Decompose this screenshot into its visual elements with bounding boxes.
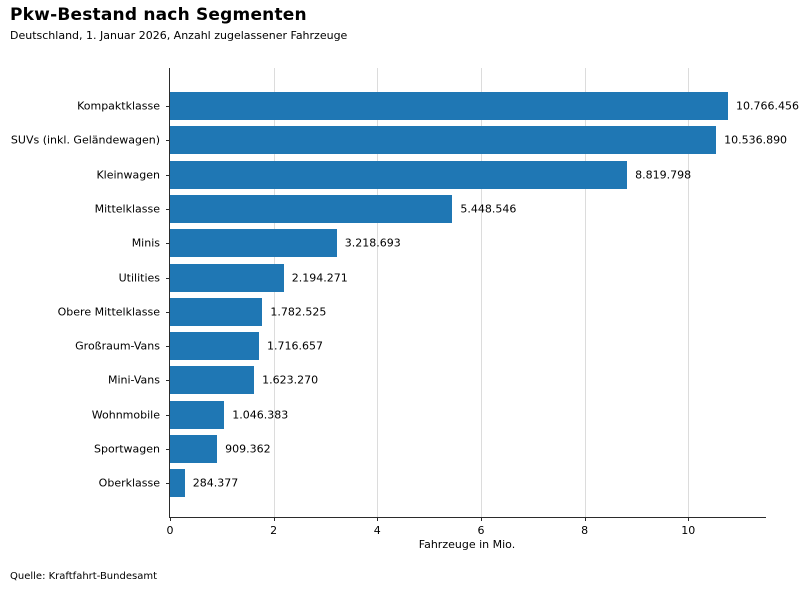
x-tick-label-0: 0 bbox=[166, 524, 174, 537]
y-tick bbox=[166, 483, 170, 485]
bar bbox=[170, 229, 337, 258]
bar bbox=[170, 126, 717, 155]
gridline-x4 bbox=[377, 68, 379, 517]
x-tick-4 bbox=[377, 517, 379, 521]
bar bbox=[170, 366, 255, 395]
bar-row: SUVs (inkl. Geländewagen) 10.536.890 bbox=[11, 126, 787, 155]
chart-title: Pkw-Bestand nach Segmenten bbox=[10, 5, 307, 25]
x-tick-label-4: 4 bbox=[373, 524, 381, 537]
category-label: Mini-Vans bbox=[107, 373, 160, 387]
bar bbox=[170, 400, 225, 429]
y-tick bbox=[166, 414, 170, 416]
value-label: 909.362 bbox=[225, 442, 271, 456]
category-label: Kleinwagen bbox=[96, 168, 160, 182]
category-label: Minis bbox=[131, 236, 160, 250]
x-tick-2 bbox=[273, 517, 275, 521]
bar-row: Sportwagen 909.362 bbox=[94, 435, 766, 463]
bar-row: Kompaktklasse 10.766.456 bbox=[77, 92, 799, 120]
y-tick bbox=[166, 277, 170, 279]
category-label: Kompaktklasse bbox=[77, 99, 160, 113]
bar-row: Oberklasse 284.377 bbox=[99, 469, 766, 498]
category-label: Großraum-Vans bbox=[75, 339, 160, 353]
y-tick bbox=[166, 380, 170, 382]
x-tick-10 bbox=[688, 517, 690, 521]
value-label: 1.623.270 bbox=[262, 373, 319, 387]
category-label: Oberklasse bbox=[98, 476, 160, 490]
y-tick bbox=[166, 311, 170, 313]
gridline-x10 bbox=[688, 68, 690, 517]
y-tick bbox=[166, 140, 170, 142]
bar bbox=[170, 194, 453, 223]
bar bbox=[170, 332, 259, 361]
value-label: 1.046.383 bbox=[232, 408, 289, 422]
y-tick bbox=[166, 106, 170, 107]
bar-row: Großraum-Vans 1.716.657 bbox=[75, 332, 766, 361]
x-tick-label-6: 6 bbox=[477, 524, 485, 537]
bar-row: Kleinwagen 8.819.798 bbox=[96, 160, 766, 189]
value-label: 2.194.271 bbox=[291, 271, 348, 284]
bar bbox=[170, 160, 628, 189]
y-tick bbox=[166, 449, 170, 450]
x-tick-label-2: 2 bbox=[270, 524, 278, 537]
x-tick-label-10: 10 bbox=[681, 524, 696, 537]
y-tick bbox=[166, 243, 170, 245]
value-label: 1.782.525 bbox=[270, 305, 327, 319]
category-label: Utilities bbox=[118, 271, 160, 284]
bar-row: Wohnmobile 1.046.383 bbox=[92, 400, 766, 429]
x-tick-6 bbox=[480, 517, 482, 521]
category-label: Sportwagen bbox=[94, 442, 160, 456]
bar-row: Utilities 2.194.271 bbox=[119, 263, 766, 292]
plot-area: 0 2 4 6 8 10 Kompaktklasse 10.766.456 SUVs (inkl… bbox=[11, 68, 799, 537]
gridline-x2 bbox=[273, 68, 275, 517]
value-label: 5.448.546 bbox=[460, 202, 517, 216]
value-label: 10.536.890 bbox=[724, 133, 788, 147]
y-tick bbox=[166, 174, 170, 176]
bar-row: Mini-Vans 1.623.270 bbox=[108, 366, 766, 395]
bar bbox=[170, 469, 185, 498]
y-tick bbox=[166, 346, 170, 348]
category-label: Mittelklasse bbox=[94, 202, 160, 216]
value-label: 3.218.693 bbox=[344, 236, 401, 250]
value-label: 8.819.798 bbox=[635, 168, 692, 182]
bar-row: Mittelklasse 5.448.546 bbox=[95, 194, 766, 223]
bar bbox=[170, 435, 218, 463]
bar bbox=[170, 263, 284, 292]
gridline-x6 bbox=[480, 68, 482, 517]
gridline-x8 bbox=[584, 68, 586, 517]
source-note: Quelle: Kraftfahrt-Bundesamt bbox=[10, 571, 157, 582]
bar-row: Minis 3.218.693 bbox=[132, 229, 766, 258]
x-tick-0 bbox=[170, 517, 171, 521]
y-tick bbox=[166, 208, 170, 210]
x-axis-title: Fahrzeuge in Mio. bbox=[418, 538, 516, 551]
value-label: 1.716.657 bbox=[266, 339, 323, 353]
bar bbox=[170, 92, 728, 120]
category-label: SUVs (inkl. Geländewagen) bbox=[10, 133, 160, 147]
value-label: 10.766.456 bbox=[735, 99, 799, 113]
bar bbox=[170, 297, 263, 326]
category-label: Obere Mittelklasse bbox=[57, 305, 160, 319]
bar-row: Obere Mittelklasse 1.782.525 bbox=[58, 297, 766, 326]
x-tick-8 bbox=[584, 517, 586, 521]
value-label: 284.377 bbox=[192, 476, 239, 490]
x-tick-label-8: 8 bbox=[581, 524, 589, 537]
chart-subtitle: Deutschland, 1. Januar 2026, Anzahl zuge… bbox=[10, 29, 348, 42]
category-label: Wohnmobile bbox=[91, 408, 160, 422]
